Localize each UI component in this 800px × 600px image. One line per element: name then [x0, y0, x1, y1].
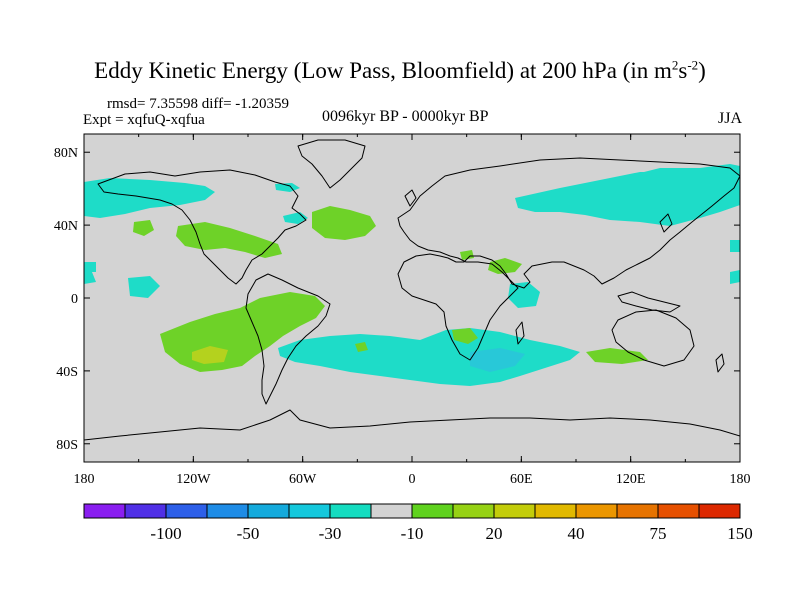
coast-madagascar [515, 321, 525, 345]
colorbar-label: -30 [319, 524, 342, 543]
colorbar-swatch [165, 503, 208, 519]
negative-anomaly-regions [84, 164, 740, 386]
lat-label: 40N [54, 219, 78, 234]
region-southern-ocean [278, 328, 580, 386]
coastlines [84, 139, 740, 441]
region-hudson [275, 183, 300, 192]
region-southern-ocean-core [470, 348, 525, 372]
lat-label: 40S [56, 365, 78, 380]
colorbar-label: 150 [727, 524, 753, 543]
colorbar-labels: -100 -50 -30 -10 20 40 75 150 [150, 524, 752, 543]
region-central-pacific [128, 276, 160, 298]
colorbar-swatch [411, 503, 454, 519]
colorbar-swatch [452, 503, 495, 519]
negative-anomaly-cores [470, 348, 525, 372]
region-north-pacific-lower [84, 272, 96, 284]
coast-australia [611, 309, 695, 367]
region-north-atlantic-east [283, 212, 308, 224]
coast-eurasia-africa [397, 157, 740, 361]
colorbar-swatch [247, 503, 290, 519]
lon-label: 60E [510, 472, 533, 487]
coast-greenland [297, 139, 366, 189]
plot-title: Eddy Kinetic Energy (Low Pass, Bloomfiel… [94, 57, 706, 83]
coast-japan [659, 213, 673, 233]
colorbar-label: -50 [237, 524, 260, 543]
colorbar-swatch [616, 503, 659, 519]
region-nw-pacific-small [133, 220, 154, 236]
coast-south-america [245, 273, 331, 405]
colorbar-label: 75 [650, 524, 667, 543]
colorbar-swatch [83, 503, 126, 519]
latitude-axis: 80N 40N 0 40S 80S [54, 146, 740, 453]
region-south-pacific-core [192, 346, 228, 364]
anomaly-shading [84, 139, 740, 441]
colorbar-swatch [206, 503, 249, 519]
colorbar-swatch [493, 503, 536, 519]
region-south-atlantic-small [355, 342, 368, 352]
lat-label: 80N [54, 146, 78, 161]
coast-new-zealand [715, 353, 725, 373]
lon-label: 180 [730, 472, 751, 487]
region-north-africa [488, 258, 522, 274]
lat-label: 0 [71, 292, 78, 307]
colorbar-swatch [288, 503, 331, 519]
colorbar-swatch [575, 503, 618, 519]
period-label: 0096kyr BP - 0000kyr BP [322, 108, 489, 125]
region-south-africa [452, 328, 478, 344]
lon-label: 120W [176, 472, 211, 487]
colorbar-swatch [657, 503, 700, 519]
region-north-atlantic [312, 206, 376, 240]
colorbar-label: -10 [401, 524, 424, 543]
lon-label: 0 [409, 472, 416, 487]
coast-antarctica [84, 409, 740, 441]
experiment-label: Expt = xqfuQ-xqfua [83, 112, 205, 128]
colorbar-label: -100 [150, 524, 181, 543]
strong-positive-anomaly-regions [192, 346, 228, 364]
lon-label: 60W [289, 472, 317, 487]
colorbar-swatch [698, 503, 741, 519]
colorbar-label: 20 [486, 524, 503, 543]
region-dateline-south [730, 270, 740, 284]
lat-label: 80S [56, 438, 78, 453]
colorbar-label: 40 [568, 524, 585, 543]
colorbar-swatch [534, 503, 577, 519]
rmsd-diff-stats: rmsd= 7.35598 diff= -1.20359 [107, 96, 290, 112]
lon-label: 120E [616, 472, 646, 487]
region-central-asia [620, 164, 740, 184]
colorbar-swatch [124, 503, 167, 519]
coast-britain [404, 189, 417, 207]
colorbar-swatch [329, 503, 372, 519]
colorbar [83, 503, 741, 519]
coast-indonesia [617, 291, 681, 313]
season-label: JJA [717, 110, 742, 127]
region-australia-south [586, 348, 648, 364]
lon-label: 180 [74, 472, 95, 487]
coast-north-america [97, 169, 307, 285]
region-dateline-west [730, 240, 740, 252]
region-dateline-east [84, 262, 96, 272]
colorbar-swatch [370, 503, 413, 519]
region-mediterranean [460, 250, 474, 260]
longitude-axis: 180 120W 60W 0 60E 120E 180 [74, 134, 751, 487]
region-arabian [508, 282, 540, 308]
